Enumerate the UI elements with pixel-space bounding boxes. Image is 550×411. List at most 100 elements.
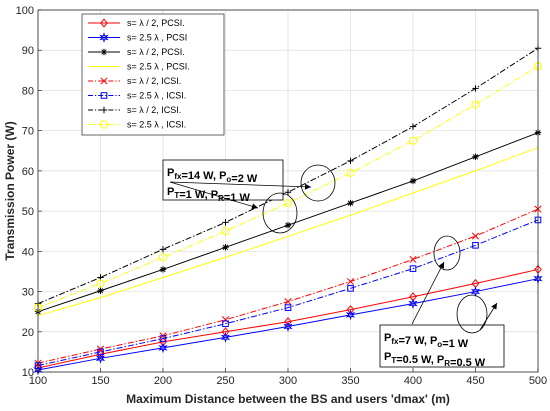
x-tick-label: 400 xyxy=(404,375,422,387)
note-1-text-line-2: PT=1 W, PR=1 W xyxy=(167,186,250,204)
note-segment: =1 W, P xyxy=(179,189,218,201)
series-6-point xyxy=(409,265,417,272)
note-segment: =14 W, P xyxy=(181,170,226,182)
series-8-point xyxy=(221,227,230,236)
note-subscript: T xyxy=(174,191,179,200)
note-1-text-line-1: Pfx=14 W, Po=2 W xyxy=(167,167,258,185)
note-1-box xyxy=(162,159,284,201)
legend-label-6: s= 2.5 λ , ICSI. xyxy=(127,91,186,101)
note-1-arrow-a xyxy=(169,181,312,188)
series-2-point xyxy=(408,298,418,310)
x-axis-label: Maximum Distance between the BS and user… xyxy=(126,392,450,406)
series-8-point xyxy=(346,168,355,177)
series-7-point xyxy=(159,246,167,253)
note-2: Pfx=7 W, Po=1 WPT=0.5 W, PR=0.5 W xyxy=(379,235,505,369)
note-1-arrowhead-a xyxy=(304,183,311,190)
series-3-point xyxy=(284,221,292,229)
series-6-point xyxy=(97,348,104,356)
series-4 xyxy=(37,147,539,317)
legend-label-7: s= λ / 2, ICSI. xyxy=(127,105,181,115)
y-tick-label: 30 xyxy=(22,287,34,299)
legend-label-2: s= 2.5 λ , PCSI xyxy=(127,33,187,43)
note-subscript: R xyxy=(444,359,450,368)
series-7 xyxy=(34,45,542,307)
x-tick-label: 100 xyxy=(29,375,47,387)
x-tick-label: 350 xyxy=(341,375,359,387)
x-tick-label: 150 xyxy=(91,375,109,387)
legend-marker-1 xyxy=(100,18,108,28)
series-4-line xyxy=(37,147,539,317)
note-2-arrow-a xyxy=(411,261,445,325)
series-8-point xyxy=(471,100,480,109)
note-2-arrowhead-b xyxy=(491,303,497,310)
series-3 xyxy=(34,129,542,315)
note-segment: P xyxy=(167,186,174,198)
legend-box xyxy=(81,13,225,136)
series-7-point xyxy=(409,123,417,130)
legend-marker-5 xyxy=(100,77,108,85)
series-5-point xyxy=(346,277,355,286)
y-tick-label: 10 xyxy=(22,367,34,379)
note-segment: =0.5 W xyxy=(450,357,486,369)
series-2-point xyxy=(95,352,106,364)
series-5-point xyxy=(471,232,480,240)
note-subscript: fx xyxy=(391,337,399,346)
note-1: Pfx=14 W, Po=2 WPT=1 W, PR=1 W xyxy=(162,159,336,234)
y-tick-label: 80 xyxy=(22,85,34,97)
series-7-point xyxy=(284,189,292,196)
series-5-point xyxy=(221,316,230,324)
series-1-point xyxy=(346,305,355,315)
series-8-line xyxy=(37,65,539,309)
series-3-point xyxy=(222,244,229,251)
note-2-ellipse-b xyxy=(456,294,488,334)
legend-marker-2 xyxy=(99,32,109,43)
series-5-point xyxy=(409,255,417,263)
legend-marker-7 xyxy=(100,106,108,114)
series-6-point xyxy=(222,320,229,328)
series-6-point xyxy=(472,242,479,249)
series-3-point xyxy=(347,199,354,207)
y-tick-label: 50 xyxy=(22,206,34,218)
ticks: 100 150 200 250 300 350 400 450 500 10 20 30 40 50 60 7… xyxy=(16,5,548,387)
x-tick-label: 450 xyxy=(466,375,484,387)
note-1-ellipse-b xyxy=(262,192,298,234)
series-8-point xyxy=(158,253,168,262)
x-tick-label: 250 xyxy=(216,375,234,387)
series-6-line xyxy=(37,219,539,367)
note-segment: =7 W, P xyxy=(398,335,437,347)
y-tick-label: 100 xyxy=(16,5,34,17)
series-3-point xyxy=(159,266,167,273)
series-8-point xyxy=(408,136,418,145)
legend-label-4: s= 2.5 λ , PCSI. xyxy=(127,62,190,72)
y-tick-label: 60 xyxy=(22,166,34,178)
legend-label-5: s= λ / 2, ICSI. xyxy=(127,76,181,86)
note-2-text-line-2: PT=0.5 W, PR=0.5 W xyxy=(384,351,486,369)
series-8 xyxy=(33,62,543,312)
x-tick-label: 200 xyxy=(154,375,172,387)
x-tick-label: 500 xyxy=(529,375,547,387)
series-layer xyxy=(33,45,543,376)
series-2-point xyxy=(345,309,356,321)
series-7-point xyxy=(347,157,354,165)
y-tick-label: 20 xyxy=(22,327,34,339)
legend: s= λ / 2, PCSI. s= 2.5 λ , PCSI s= λ / 2, … xyxy=(81,13,225,136)
series-3-point xyxy=(409,177,417,185)
note-subscript: o xyxy=(437,340,442,349)
note-subscript: fx xyxy=(174,172,182,181)
series-2-point xyxy=(158,342,168,354)
series-6-point xyxy=(284,304,292,311)
series-8-point xyxy=(96,279,105,288)
note-subscript: o xyxy=(226,175,231,184)
note-1-arrowhead-b xyxy=(251,203,258,210)
series-7-point xyxy=(472,85,479,92)
series-5-point xyxy=(284,298,292,306)
series-8-point xyxy=(283,198,293,208)
series-2-point xyxy=(283,321,293,332)
legend-label-1: s= λ / 2, PCSI. xyxy=(127,18,185,28)
x-tick-label: 300 xyxy=(279,375,297,387)
note-1-ellipse-a xyxy=(300,164,336,202)
note-subscript: R xyxy=(218,194,224,203)
note-segment: =0.5 W, P xyxy=(396,354,444,366)
note-2-arrowhead-a xyxy=(438,262,444,269)
